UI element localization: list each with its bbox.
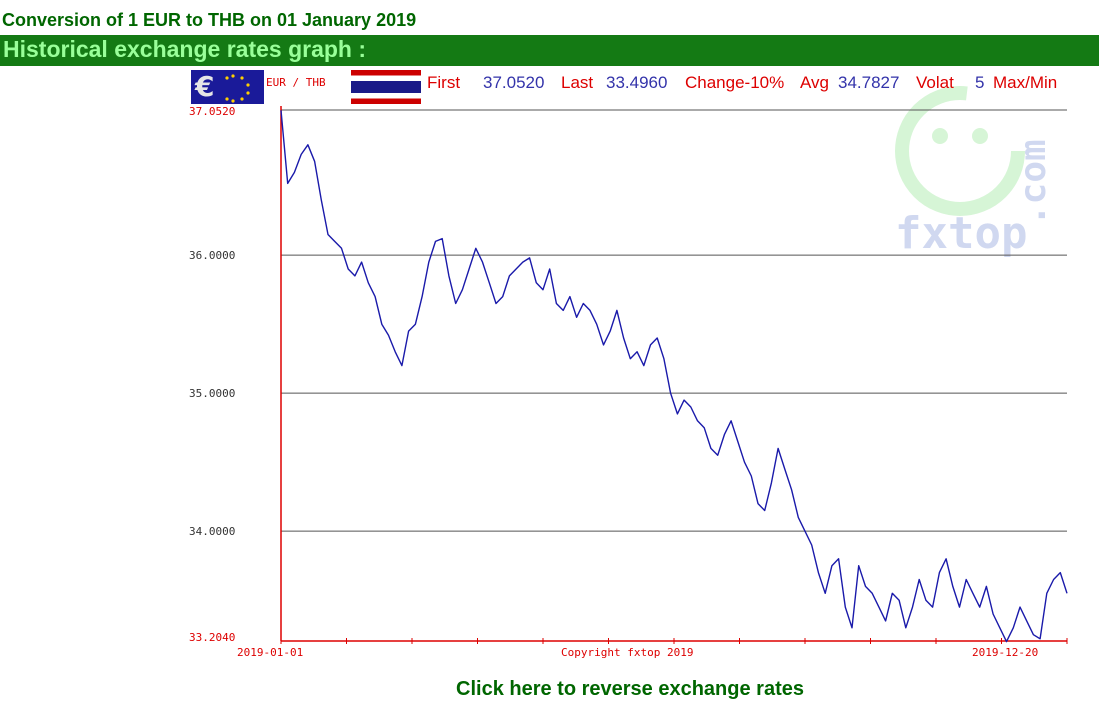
reverse-rates-link[interactable]: Click here to reverse exchange rates xyxy=(456,678,804,700)
first-label: First xyxy=(427,73,460,92)
x-tick-label: 2019-01-01 xyxy=(237,646,303,659)
thailand-flag-icon xyxy=(351,70,421,104)
first-value: 37.0520 xyxy=(483,73,544,92)
volat-value: 5 xyxy=(975,73,984,92)
watermark-text-2: .com xyxy=(1013,139,1054,226)
y-tick-label: 33.2040 xyxy=(189,631,235,644)
copyright-label: Copyright fxtop 2019 xyxy=(561,646,693,659)
section-header-bar: Historical exchange rates graph : xyxy=(0,35,1099,66)
avg-value: 34.7827 xyxy=(838,73,899,92)
y-tick-label: 34.0000 xyxy=(189,525,235,538)
x-tick-label: 2019-12-20 xyxy=(972,646,1038,659)
y-tick-label: 36.0000 xyxy=(189,249,235,262)
currency-pair-label: EUR / THB xyxy=(266,76,326,89)
avg-label: Avg xyxy=(800,73,829,92)
change-label: Change-10% xyxy=(685,73,784,92)
page-title: Conversion of 1 EUR to THB on 01 January… xyxy=(2,10,417,30)
svg-text:€: € xyxy=(194,70,214,103)
section-title: Historical exchange rates graph : xyxy=(3,36,367,62)
exchange-rate-chart: fxtop .com € EUR / THB First 37.0520 Las… xyxy=(185,66,1070,666)
y-tick-label: 37.0520 xyxy=(189,105,235,118)
euro-flag-icon: € xyxy=(191,70,264,104)
chart-header-stats: First 37.0520 Last 33.4960 Change-10% Av… xyxy=(427,73,1057,92)
chart-svg: fxtop .com € EUR / THB First 37.0520 Las… xyxy=(189,70,1068,659)
watermark-logo: fxtop .com xyxy=(895,86,1054,259)
volat-label: Volat xyxy=(916,73,954,92)
watermark-text: fxtop xyxy=(895,208,1027,259)
last-value: 33.4960 xyxy=(606,73,667,92)
maxmin-label: Max/Min xyxy=(993,73,1057,92)
last-label: Last xyxy=(561,73,593,92)
y-tick-label: 35.0000 xyxy=(189,387,235,400)
series-line-eur-thb xyxy=(280,110,1068,643)
